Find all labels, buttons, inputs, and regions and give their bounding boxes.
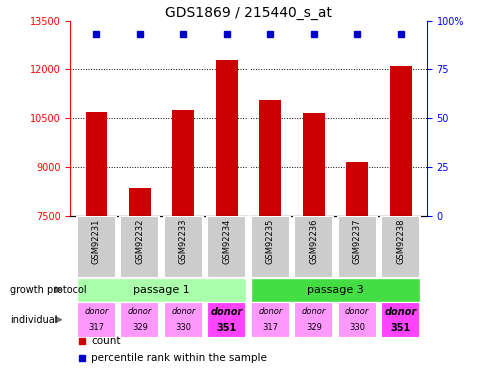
Bar xyxy=(76,278,246,302)
Text: 351: 351 xyxy=(216,322,237,333)
Bar xyxy=(207,302,246,338)
Text: GSM92234: GSM92234 xyxy=(222,219,231,264)
Text: count: count xyxy=(91,336,121,346)
Bar xyxy=(337,302,376,338)
Bar xyxy=(164,216,202,278)
Bar xyxy=(120,216,159,278)
Bar xyxy=(294,216,333,278)
Text: 317: 317 xyxy=(88,323,104,332)
Text: passage 3: passage 3 xyxy=(306,285,363,295)
Text: GSM92231: GSM92231 xyxy=(92,219,101,264)
Bar xyxy=(129,188,151,216)
Text: percentile rank within the sample: percentile rank within the sample xyxy=(91,353,267,363)
Bar xyxy=(294,302,333,338)
Text: GSM92238: GSM92238 xyxy=(395,219,404,264)
Text: donor: donor xyxy=(210,307,242,317)
Bar xyxy=(380,216,420,278)
Title: GDS1869 / 215440_s_at: GDS1869 / 215440_s_at xyxy=(165,6,332,20)
Text: donor: donor xyxy=(171,308,195,316)
Text: GSM92235: GSM92235 xyxy=(265,219,274,264)
Bar xyxy=(85,112,107,216)
Text: donor: donor xyxy=(384,307,416,317)
Bar xyxy=(380,302,420,338)
Bar xyxy=(215,60,237,216)
Bar xyxy=(76,302,116,338)
Bar xyxy=(164,302,202,338)
Text: 317: 317 xyxy=(262,323,278,332)
Text: donor: donor xyxy=(127,308,152,316)
Text: GSM92233: GSM92233 xyxy=(179,219,187,264)
Text: individual: individual xyxy=(10,315,57,325)
Bar xyxy=(250,278,420,302)
Bar xyxy=(302,113,324,216)
Text: donor: donor xyxy=(257,308,282,316)
Bar xyxy=(337,216,376,278)
Text: passage 1: passage 1 xyxy=(133,285,190,295)
Text: 329: 329 xyxy=(132,323,148,332)
Text: donor: donor xyxy=(344,308,369,316)
Bar xyxy=(259,100,281,216)
Text: growth protocol: growth protocol xyxy=(10,285,86,295)
Bar xyxy=(172,110,194,216)
Bar xyxy=(250,302,289,338)
Text: 351: 351 xyxy=(390,322,410,333)
Bar xyxy=(120,302,159,338)
Text: GSM92236: GSM92236 xyxy=(309,219,318,264)
Text: 330: 330 xyxy=(348,323,364,332)
Text: 330: 330 xyxy=(175,323,191,332)
Text: GSM92237: GSM92237 xyxy=(352,219,361,264)
Text: donor: donor xyxy=(301,308,325,316)
Bar xyxy=(207,216,246,278)
Bar xyxy=(250,216,289,278)
Bar xyxy=(389,66,411,216)
Text: 329: 329 xyxy=(305,323,321,332)
Text: GSM92232: GSM92232 xyxy=(135,219,144,264)
Text: donor: donor xyxy=(84,308,108,316)
Bar xyxy=(346,162,367,216)
Bar xyxy=(76,216,116,278)
